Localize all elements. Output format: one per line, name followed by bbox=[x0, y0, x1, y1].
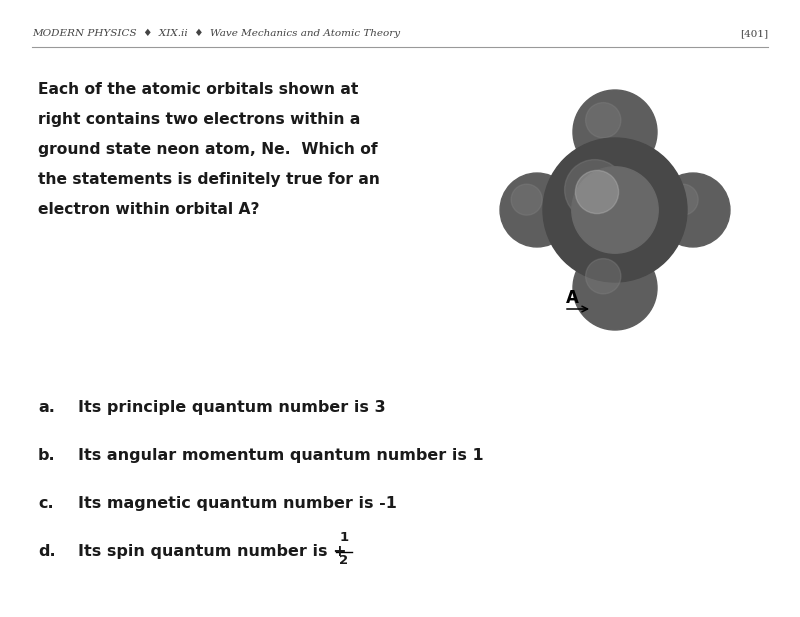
Text: b.: b. bbox=[38, 448, 56, 463]
Text: Its spin quantum number is +: Its spin quantum number is + bbox=[78, 544, 346, 559]
Text: c.: c. bbox=[38, 496, 54, 511]
Text: a.: a. bbox=[38, 400, 55, 415]
Circle shape bbox=[543, 138, 687, 282]
Circle shape bbox=[511, 184, 542, 215]
Text: A: A bbox=[566, 289, 579, 307]
Text: Each of the atomic orbitals shown at: Each of the atomic orbitals shown at bbox=[38, 82, 358, 97]
Text: [401]: [401] bbox=[740, 29, 768, 38]
Text: ground state neon atom, Ne.  Which of: ground state neon atom, Ne. Which of bbox=[38, 142, 378, 157]
Text: d.: d. bbox=[38, 544, 56, 559]
Circle shape bbox=[575, 170, 618, 213]
Circle shape bbox=[572, 167, 658, 253]
Text: 2: 2 bbox=[339, 554, 349, 567]
Text: right contains two electrons within a: right contains two electrons within a bbox=[38, 112, 360, 127]
Text: 1: 1 bbox=[339, 531, 349, 544]
Text: the statements is definitely true for an: the statements is definitely true for an bbox=[38, 172, 380, 187]
Circle shape bbox=[586, 259, 621, 294]
Text: Its magnetic quantum number is -1: Its magnetic quantum number is -1 bbox=[78, 496, 397, 511]
Circle shape bbox=[656, 173, 730, 247]
Circle shape bbox=[500, 173, 574, 247]
Circle shape bbox=[573, 246, 657, 330]
Circle shape bbox=[565, 160, 625, 220]
Circle shape bbox=[586, 102, 621, 138]
Circle shape bbox=[667, 184, 698, 215]
Text: electron within orbital A?: electron within orbital A? bbox=[38, 202, 259, 217]
Text: MODERN PHYSICS  ♦  XIX.ii  ♦  Wave Mechanics and Atomic Theory: MODERN PHYSICS ♦ XIX.ii ♦ Wave Mechanics… bbox=[32, 29, 400, 38]
Text: Its principle quantum number is 3: Its principle quantum number is 3 bbox=[78, 400, 386, 415]
Circle shape bbox=[573, 90, 657, 174]
Text: Its angular momentum quantum number is 1: Its angular momentum quantum number is 1 bbox=[78, 448, 484, 463]
